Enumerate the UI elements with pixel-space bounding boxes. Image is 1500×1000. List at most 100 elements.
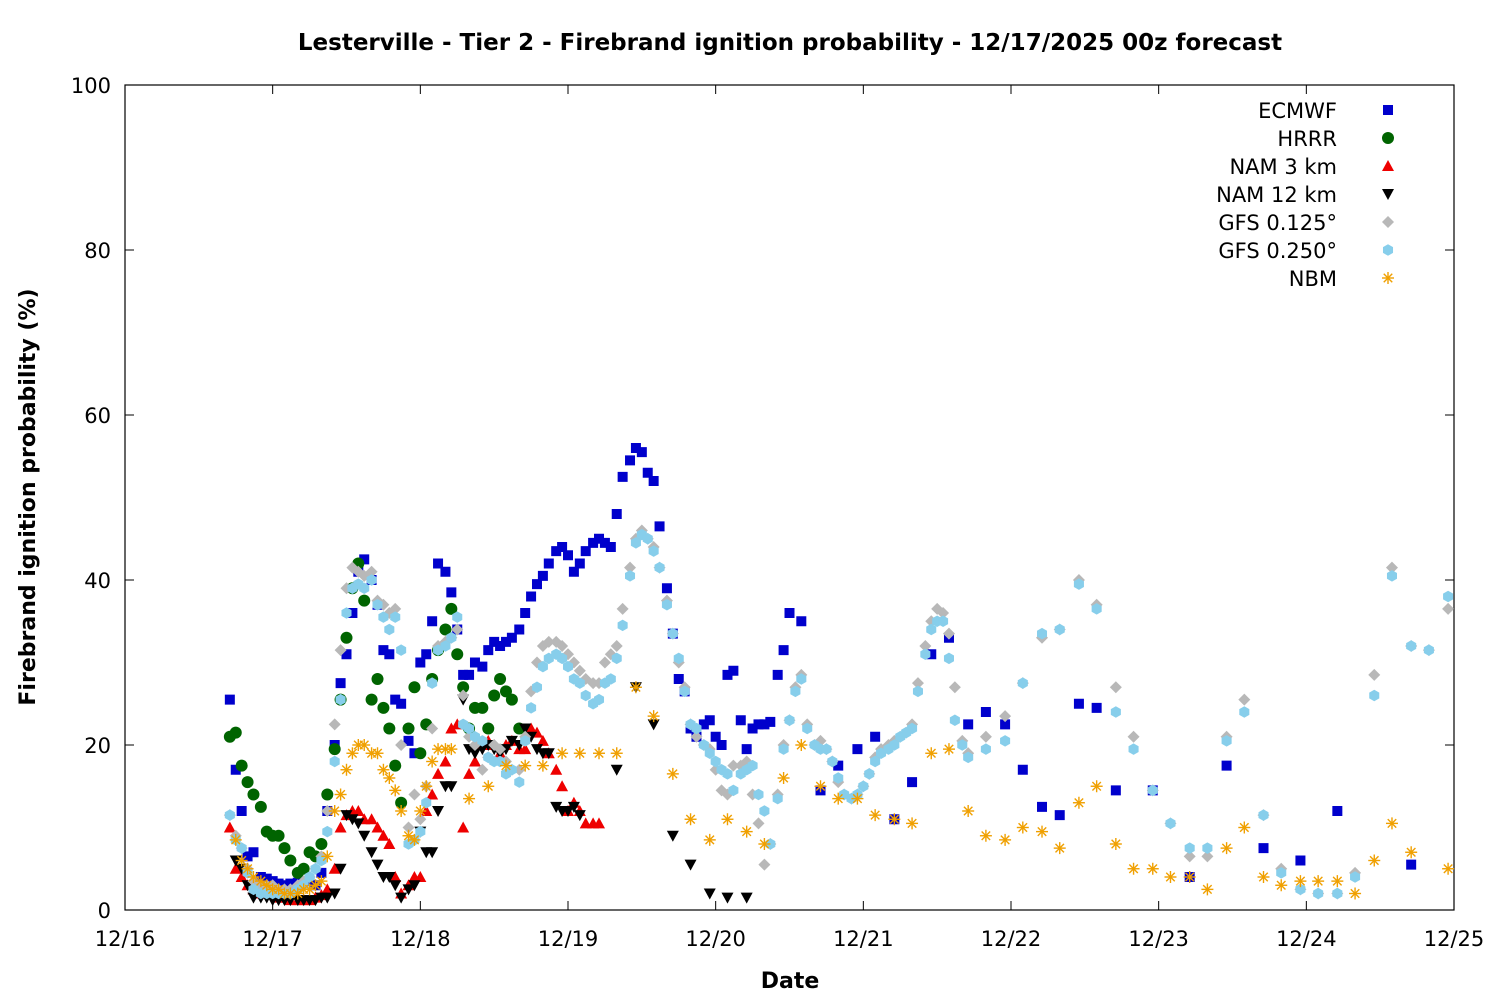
data-point bbox=[772, 669, 783, 680]
data-point bbox=[563, 550, 573, 561]
data-point bbox=[1054, 810, 1065, 821]
data-point bbox=[907, 722, 918, 735]
data-point bbox=[477, 661, 488, 672]
data-point bbox=[514, 776, 525, 788]
data-point bbox=[241, 862, 254, 875]
data-point bbox=[1091, 603, 1102, 615]
data-point bbox=[1201, 883, 1214, 896]
data-point bbox=[316, 867, 327, 878]
data-point bbox=[1295, 855, 1306, 866]
data-point bbox=[520, 608, 531, 618]
data-point bbox=[648, 545, 659, 557]
data-point bbox=[1036, 825, 1049, 838]
data-point bbox=[556, 640, 569, 652]
data-point bbox=[421, 649, 432, 660]
data-point bbox=[1423, 644, 1434, 656]
data-point bbox=[365, 813, 378, 825]
data-point bbox=[740, 892, 753, 904]
data-point bbox=[1110, 785, 1121, 796]
data-point bbox=[888, 813, 901, 826]
data-point bbox=[698, 739, 709, 751]
data-point bbox=[574, 558, 585, 569]
data-point bbox=[414, 805, 427, 817]
y-tick-label: 60 bbox=[84, 404, 111, 428]
data-point bbox=[247, 788, 260, 801]
data-point bbox=[506, 632, 517, 643]
data-point bbox=[654, 521, 665, 532]
data-point bbox=[630, 537, 641, 549]
data-point bbox=[691, 722, 702, 735]
data-point bbox=[223, 821, 236, 833]
data-point bbox=[335, 678, 346, 689]
data-point bbox=[395, 892, 408, 904]
data-point bbox=[1017, 764, 1028, 775]
data-point bbox=[408, 880, 421, 892]
data-point bbox=[594, 533, 605, 544]
data-point bbox=[710, 755, 721, 768]
data-point bbox=[482, 722, 495, 735]
data-point bbox=[420, 780, 433, 793]
data-point bbox=[636, 447, 647, 458]
data-point bbox=[611, 509, 622, 519]
data-point bbox=[341, 607, 352, 619]
data-point bbox=[310, 862, 321, 875]
data-point bbox=[1368, 854, 1381, 867]
data-point bbox=[495, 641, 506, 651]
x-tick-label: 12/17 bbox=[242, 927, 303, 951]
data-point bbox=[925, 747, 938, 760]
data-point bbox=[476, 744, 489, 756]
data-point bbox=[464, 669, 475, 680]
data-point bbox=[389, 871, 402, 882]
data-point bbox=[519, 723, 532, 735]
data-point bbox=[740, 825, 753, 838]
data-point bbox=[366, 574, 377, 586]
data-point bbox=[1037, 801, 1048, 812]
data-point bbox=[389, 602, 402, 615]
data-point bbox=[537, 570, 548, 581]
data-point bbox=[322, 825, 333, 838]
data-point bbox=[334, 821, 347, 833]
data-point bbox=[408, 833, 421, 846]
data-point bbox=[526, 702, 537, 714]
data-point bbox=[389, 784, 402, 797]
data-point bbox=[1386, 570, 1397, 582]
data-point bbox=[1183, 871, 1196, 883]
data-point bbox=[864, 768, 875, 780]
data-point bbox=[698, 719, 709, 730]
data-point bbox=[1331, 875, 1344, 888]
data-point bbox=[567, 801, 580, 813]
data-point bbox=[796, 673, 807, 685]
data-point bbox=[703, 888, 716, 900]
data-point bbox=[414, 813, 427, 826]
data-point bbox=[358, 830, 371, 842]
data-point bbox=[1295, 883, 1306, 896]
data-point bbox=[261, 873, 272, 884]
data-point bbox=[483, 645, 494, 656]
data-point bbox=[942, 627, 955, 640]
data-point bbox=[728, 665, 739, 676]
data-point bbox=[1016, 821, 1029, 834]
data-point bbox=[506, 763, 517, 776]
data-point bbox=[328, 805, 341, 817]
data-point bbox=[321, 892, 334, 904]
data-point bbox=[647, 710, 660, 723]
data-point bbox=[531, 681, 543, 694]
x-tick-label: 12/25 bbox=[1424, 927, 1485, 951]
data-point bbox=[1258, 843, 1269, 854]
series-0 bbox=[224, 443, 1417, 891]
data-point bbox=[446, 587, 457, 598]
data-point bbox=[758, 838, 771, 850]
data-point bbox=[494, 743, 507, 756]
data-point bbox=[1258, 809, 1269, 821]
data-point bbox=[395, 739, 408, 751]
data-point bbox=[796, 616, 807, 627]
data-point bbox=[654, 561, 665, 574]
data-point bbox=[568, 566, 579, 577]
data-point bbox=[833, 760, 844, 771]
data-point bbox=[284, 854, 297, 867]
data-point bbox=[598, 656, 611, 669]
legend-marker bbox=[1382, 160, 1394, 171]
data-point bbox=[1332, 887, 1343, 900]
data-point bbox=[346, 814, 359, 826]
data-point bbox=[414, 871, 427, 882]
